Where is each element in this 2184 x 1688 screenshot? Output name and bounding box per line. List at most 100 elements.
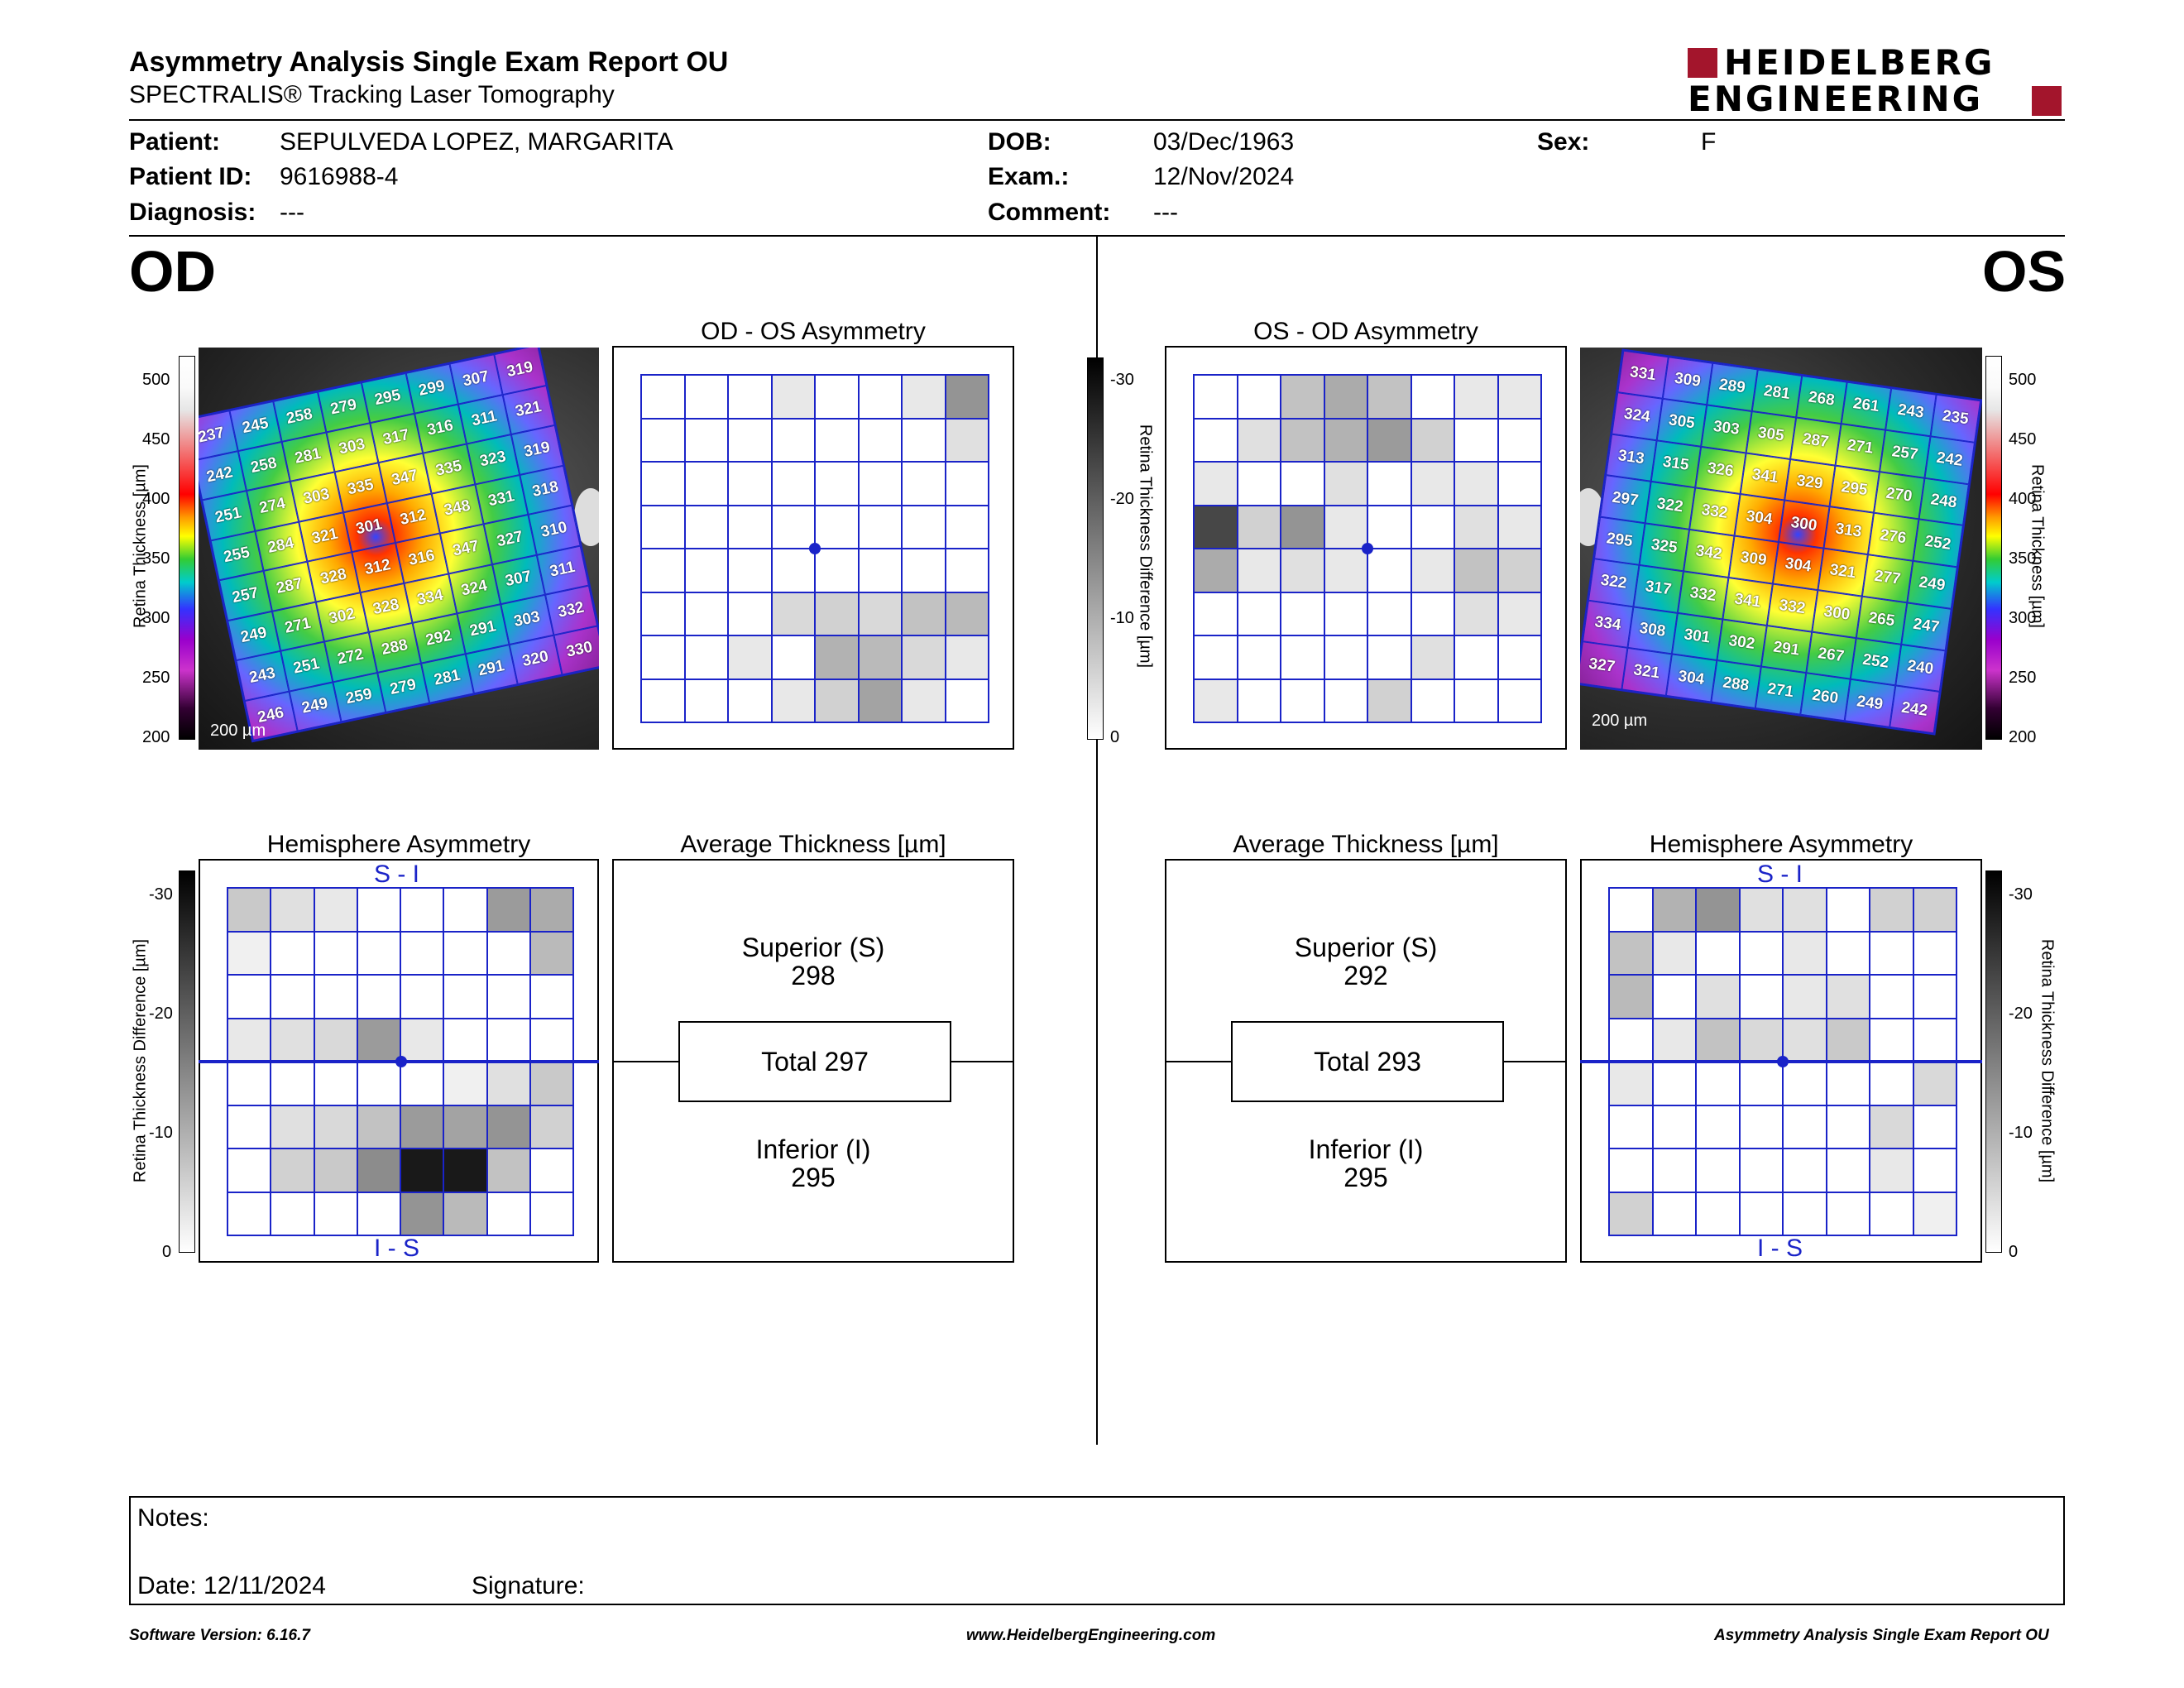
od-asymmetry-cell xyxy=(771,592,815,635)
os-asymmetry-cell xyxy=(1497,635,1541,679)
os-hemi-cell xyxy=(1826,1149,1870,1192)
os-thickness-tick: 350 xyxy=(2009,549,2037,568)
os-asymmetry-cell xyxy=(1410,679,1454,722)
od-asymmetry-cell xyxy=(728,592,772,635)
os-asymmetry-cell xyxy=(1194,505,1238,549)
os-thickness-value: 289 xyxy=(1707,362,1758,411)
os-hemi-cell xyxy=(1870,975,1913,1019)
os-hemi-cell xyxy=(1913,1105,1956,1149)
os-total-box: Total 293 xyxy=(1231,1021,1504,1102)
od-hemi-cell xyxy=(400,1149,444,1192)
od-asymmetry-cell xyxy=(945,679,989,722)
od-asymmetry-cell xyxy=(902,592,946,635)
od-asymmetry-grid xyxy=(640,374,989,723)
os-asymmetry-cell xyxy=(1454,375,1498,419)
os-thickness-value: 317 xyxy=(1632,564,1684,613)
os-asymmetry-cell xyxy=(1367,549,1411,592)
od-thickness-tick: 450 xyxy=(142,430,170,448)
os-hemi-tick: -30 xyxy=(2009,885,2033,904)
od-asymmetry-panel xyxy=(612,346,1014,750)
od-hemi-cell xyxy=(228,931,271,975)
od-inferior-value: 295 xyxy=(791,1163,836,1192)
center-divider xyxy=(1096,237,1098,1445)
os-hemi-cell xyxy=(1696,931,1740,975)
os-thickness-value: 324 xyxy=(1612,391,1663,440)
os-thickness-value: 304 xyxy=(1665,654,1717,703)
os-asymmetry-cell xyxy=(1367,505,1411,549)
od-thickness-grid: 237 245 258 279 295 299 307 319 242 258 281 303 317 3… xyxy=(199,348,599,743)
os-asymmetry-cell xyxy=(1237,592,1281,635)
od-hemi-cell xyxy=(400,931,444,975)
od-asymmetry-cell xyxy=(902,549,946,592)
od-hemi-cell xyxy=(486,931,530,975)
os-hemi-cell xyxy=(1870,1018,1913,1062)
os-asymmetry-cell xyxy=(1410,375,1454,419)
od-hemi-title: Hemisphere Asymmetry xyxy=(266,831,531,858)
os-thickness-value: 248 xyxy=(1918,477,1970,526)
os-thickness-value: 309 xyxy=(1727,535,1779,584)
od-hemi-cell xyxy=(228,1105,271,1149)
os-asymmetry-cell xyxy=(1324,679,1367,722)
od-scale-label: 200 µm xyxy=(210,722,266,740)
od-asymmetry-cell xyxy=(858,592,902,635)
os-thickness-value: 235 xyxy=(1930,394,1981,443)
od-hemi-cell xyxy=(486,1192,530,1235)
od-hemi-cell xyxy=(443,1105,487,1149)
os-thickness-value: 309 xyxy=(1662,357,1713,405)
od-hemi-fovea-marker xyxy=(395,1056,407,1067)
os-thickness-value: 247 xyxy=(1900,602,1952,650)
center-diff-tick: -20 xyxy=(1110,490,1134,508)
od-hemi-cell xyxy=(228,1018,271,1062)
os-asymmetry-cell xyxy=(1454,418,1498,462)
od-asymmetry-cell xyxy=(902,679,946,722)
od-hemi-cell xyxy=(271,1192,314,1235)
od-hemi-cell xyxy=(529,1105,573,1149)
od-hemi-cell xyxy=(271,1062,314,1105)
od-hemi-cell xyxy=(443,1149,487,1192)
os-hemi-cell xyxy=(1696,1192,1740,1235)
os-hemi-cell xyxy=(1609,931,1653,975)
os-hemi-cell xyxy=(1652,1018,1696,1062)
od-asymmetry-title: OD - OS Asymmetry xyxy=(701,318,926,345)
od-hemi-top-label: S - I xyxy=(374,861,420,888)
od-thickness-axis-label: Retina Thickness [µm] xyxy=(131,464,150,628)
os-hemi-cell xyxy=(1739,1192,1783,1235)
od-hemi-cell xyxy=(314,1105,357,1149)
od-asymmetry-cell xyxy=(902,375,946,419)
os-hemi-cell xyxy=(1913,1018,1956,1062)
od-hemi-cell xyxy=(400,1192,444,1235)
od-hemi-axis-label: Retina Thickness Difference [µm] xyxy=(131,938,150,1183)
os-hemi-cell xyxy=(1609,1018,1653,1062)
od-asymmetry-cell xyxy=(684,462,728,506)
od-hemi-cell xyxy=(486,1105,530,1149)
os-hemi-cell xyxy=(1652,1062,1696,1105)
os-hemi-cell xyxy=(1783,931,1827,975)
os-hemi-cell xyxy=(1739,975,1783,1019)
patient-id-label: Patient ID: xyxy=(129,163,252,190)
od-hemi-cell xyxy=(529,1062,573,1105)
os-asymmetry-title: OS - OD Asymmetry xyxy=(1253,318,1478,345)
od-thickness-tick: 400 xyxy=(142,490,170,508)
od-asymmetry-cell xyxy=(684,505,728,549)
od-hemi-cell xyxy=(357,888,400,932)
od-hemi-cell xyxy=(228,975,271,1019)
os-thickness-value: 308 xyxy=(1626,606,1678,655)
od-hemi-cell xyxy=(314,888,357,932)
od-hemi-cell xyxy=(357,1149,400,1192)
signature-label: Signature: xyxy=(472,1572,585,1599)
os-hemi-cell xyxy=(1609,1105,1653,1149)
os-hemi-axis-label: Retina Thickness Difference [µm] xyxy=(2038,938,2057,1183)
od-eye-label: OD xyxy=(129,239,216,304)
exam-label: Exam.: xyxy=(988,163,1070,190)
os-thickness-value: 291 xyxy=(1760,625,1812,674)
os-hemi-cell xyxy=(1870,888,1913,932)
od-asymmetry-cell xyxy=(684,418,728,462)
os-hemi-grid xyxy=(1608,887,1957,1236)
patient-name: SEPULVEDA LOPEZ, MARGARITA xyxy=(280,128,673,156)
os-asymmetry-cell xyxy=(1367,679,1411,722)
footer-website[interactable]: www.HeidelbergEngineering.com xyxy=(966,1627,1216,1644)
os-hemi-cell xyxy=(1913,931,1956,975)
os-hemi-title: Hemisphere Asymmetry xyxy=(1649,831,1913,858)
os-thickness-grid: 331 309 289 281 268 261 243 235 324 305 303 305 287 2… xyxy=(1580,348,1982,736)
od-hemi-cell xyxy=(314,1062,357,1105)
